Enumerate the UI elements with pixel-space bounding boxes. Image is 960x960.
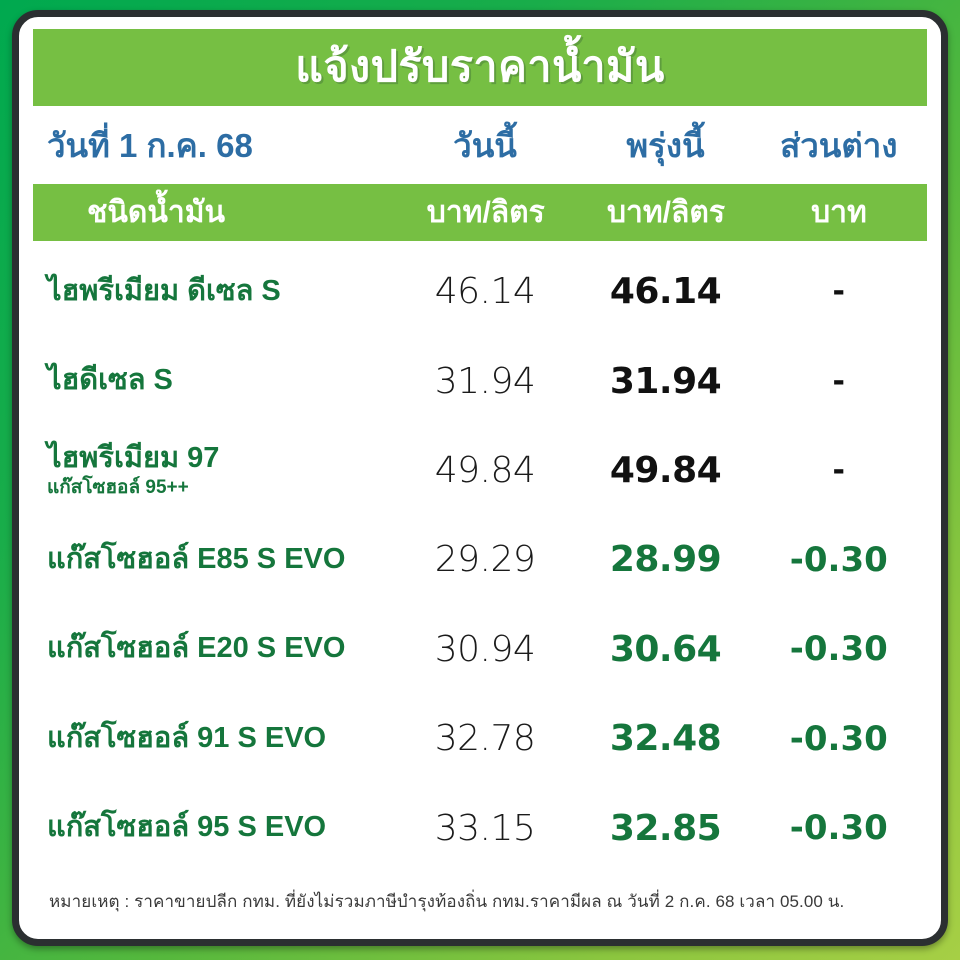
price-today: 49.84 [434, 450, 536, 492]
footnote: หมายเหตุ : ราคาขายปลีก กทม. ที่ยังไม่รวม… [49, 891, 845, 911]
price-difference-cell: - [755, 274, 923, 309]
table-row: แก๊สโซฮอล์ 95 S EVO 33.15 32.85 -0.30 [33, 784, 927, 873]
table-row: แก๊สโซฮอล์ E20 S EVO 30.94 30.64 -0.30 [33, 605, 927, 694]
price-today-cell: 31.94 [394, 361, 577, 402]
fuel-name-cell: ไฮพรีเมียม 97 แก๊สโซฮอล์ 95++ [47, 441, 394, 499]
unit-header-today: บาท/ลิตร [426, 196, 545, 229]
price-tomorrow-cell: 28.99 [576, 539, 754, 580]
unit-header-difference: บาท [811, 196, 867, 229]
price-difference-cell: -0.30 [755, 540, 923, 580]
fuel-name-cell: แก๊สโซฮอล์ E20 S EVO [47, 633, 394, 665]
fuel-name: ไฮพรีเมียม ดีเซล S [47, 274, 281, 307]
date-and-column-header-row: วันที่ 1 ก.ค. 68 วันนี้ พรุ่งนี้ ส่วนต่า… [33, 106, 927, 184]
column-header-today: วันนี้ [453, 126, 517, 164]
price-difference: -0.30 [789, 539, 888, 580]
page-title: แจ้งปรับราคาน้ำมัน [295, 43, 665, 91]
price-today: 32.78 [434, 718, 536, 760]
date-label: วันที่ 1 ก.ค. 68 [47, 126, 253, 164]
price-tomorrow: 32.48 [609, 718, 722, 760]
table-row: ไฮพรีเมียม 97 แก๊สโซฮอล์ 95++ 49.84 49.8… [33, 426, 927, 515]
price-tomorrow-cell: 31.94 [576, 361, 754, 402]
price-today: 46.14 [434, 271, 536, 313]
fuel-name-sublabel: แก๊สโซฮอล์ 95++ [47, 476, 189, 498]
fuel-name-cell: แก๊สโซฮอล์ 95 S EVO [47, 811, 394, 844]
poster-card-inner: แจ้งปรับราคาน้ำมัน วันที่ 1 ก.ค. 68 วันน… [19, 17, 941, 939]
table-row: ไฮพรีเมียม ดีเซล S 46.14 46.14 - [33, 247, 927, 336]
price-difference: -0.30 [789, 718, 888, 759]
fuel-name-cell: แก๊สโซฮอล์ 91 S EVO [47, 721, 394, 755]
unit-header-tomorrow: บาท/ลิตร [606, 196, 725, 229]
price-today-cell: 30.94 [394, 629, 577, 670]
price-today-cell: 49.84 [394, 450, 577, 491]
price-today-cell: 29.29 [394, 539, 577, 580]
price-today: 29.29 [434, 539, 536, 581]
price-tomorrow: 49.84 [609, 450, 722, 492]
price-difference-cell: - [755, 453, 923, 488]
price-today: 33.15 [434, 807, 536, 849]
price-tomorrow-cell: 30.64 [576, 629, 754, 670]
price-today-cell: 46.14 [394, 271, 577, 312]
price-difference: -0.30 [789, 629, 888, 670]
table-row: ไฮดีเซล S 31.94 31.94 - [33, 336, 927, 425]
fuel-name: แก๊สโซฮอล์ 91 S EVO [47, 721, 327, 754]
poster-card-frame: แจ้งปรับราคาน้ำมัน วันที่ 1 ก.ค. 68 วันน… [12, 10, 948, 946]
price-tomorrow: 32.85 [609, 807, 722, 849]
price-difference-cell: -0.30 [755, 719, 923, 759]
price-today-cell: 33.15 [394, 808, 577, 849]
price-difference-cell: -0.30 [755, 629, 923, 669]
price-tomorrow-cell: 49.84 [576, 450, 754, 491]
price-difference: - [832, 274, 845, 310]
price-tomorrow-cell: 32.48 [576, 718, 754, 759]
fuel-name: แก๊สโซฮอล์ E85 S EVO [47, 543, 346, 576]
fuel-name-cell: แก๊สโซฮอล์ E85 S EVO [47, 543, 394, 576]
table-row: แก๊สโซฮอล์ 91 S EVO 32.78 32.48 -0.30 [33, 694, 927, 783]
price-tomorrow: 31.94 [609, 360, 722, 402]
unit-header-fuel-type: ชนิดน้ำมัน [87, 196, 225, 229]
price-difference-cell: -0.30 [755, 808, 923, 848]
fuel-name-cell: ไฮดีเซล S [47, 364, 394, 397]
price-today-cell: 32.78 [394, 718, 577, 759]
fuel-name-cell: ไฮพรีเมียม ดีเซล S [47, 274, 394, 308]
table-row: แก๊สโซฮอล์ E85 S EVO 29.29 28.99 -0.30 [33, 515, 927, 604]
fuel-name: แก๊สโซฮอล์ 95 S EVO [47, 811, 327, 844]
fuel-name: ไฮดีเซล S [47, 364, 173, 397]
unit-header-row: ชนิดน้ำมัน บาท/ลิตร บาท/ลิตร บาท [33, 184, 927, 241]
fuel-name: ไฮพรีเมียม 97 [47, 441, 220, 474]
price-tomorrow: 28.99 [609, 539, 722, 581]
price-tomorrow: 30.64 [609, 628, 722, 670]
price-tomorrow-cell: 46.14 [576, 271, 754, 312]
price-today: 30.94 [434, 628, 536, 670]
fuel-name: แก๊สโซฮอล์ E20 S EVO [47, 632, 346, 665]
price-difference: - [832, 453, 845, 489]
price-difference: - [832, 363, 845, 399]
price-difference-cell: - [755, 364, 923, 399]
price-tomorrow: 46.14 [609, 271, 722, 313]
column-header-tomorrow: พรุ่งนี้ [626, 126, 705, 164]
title-banner: แจ้งปรับราคาน้ำมัน [33, 29, 927, 106]
price-table-body: ไฮพรีเมียม ดีเซล S 46.14 46.14 - ไฮดีเซล… [33, 241, 927, 873]
price-today: 31.94 [434, 360, 536, 402]
price-tomorrow-cell: 32.85 [576, 808, 754, 849]
column-header-difference: ส่วนต่าง [780, 126, 898, 164]
price-difference: -0.30 [789, 808, 888, 849]
